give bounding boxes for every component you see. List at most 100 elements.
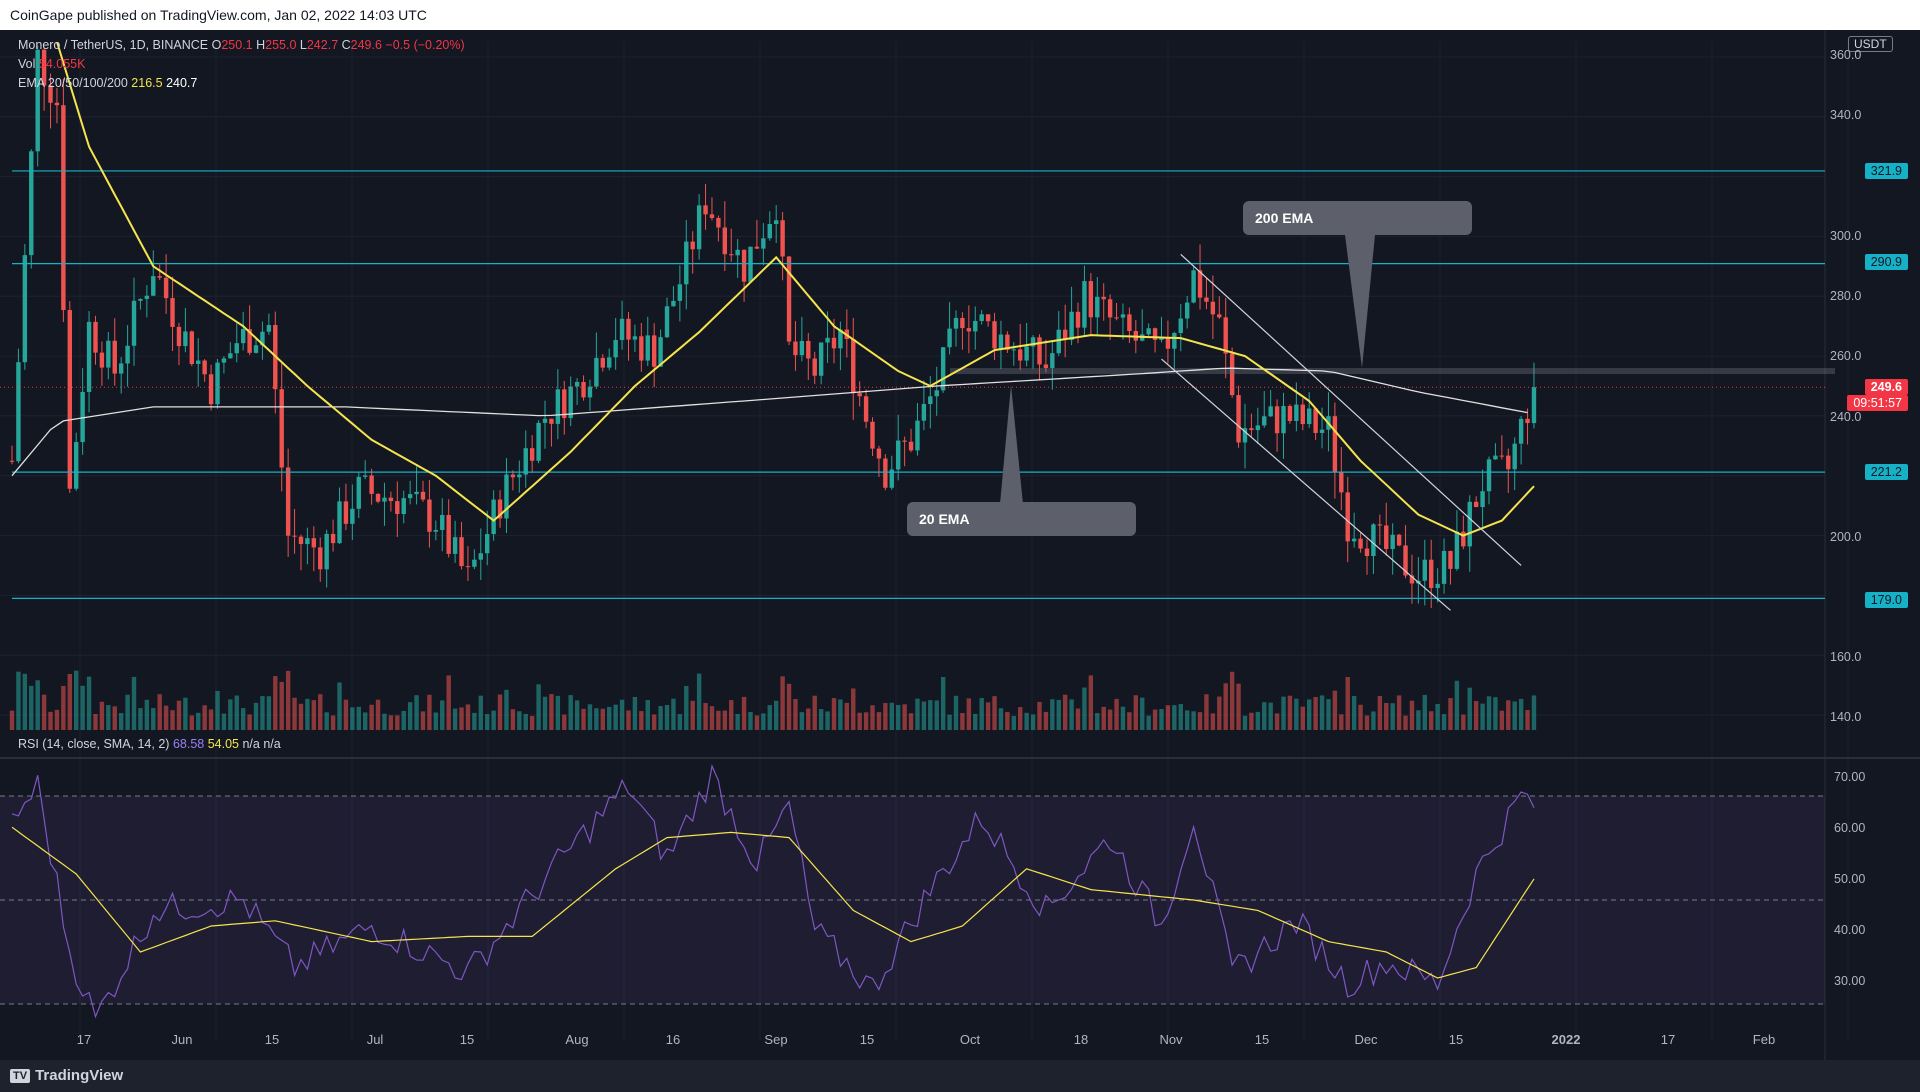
candle-body (1178, 318, 1183, 334)
candle-body (375, 493, 381, 502)
volume-bar (1390, 703, 1395, 730)
volume-bar (388, 715, 394, 730)
candle-body (1075, 311, 1081, 328)
rsi-na: n/a n/a (242, 737, 281, 751)
volume-bar (1294, 698, 1299, 730)
candle-body (1313, 408, 1318, 433)
footer-bar: TV TradingView (0, 1060, 1920, 1092)
candle-body (1197, 270, 1203, 298)
volume-bar (607, 706, 612, 730)
volume-bar (1159, 709, 1164, 730)
volume-bar (478, 695, 483, 730)
volume-bar (1493, 697, 1498, 730)
candle-body (440, 514, 445, 530)
candle-body (1384, 525, 1389, 549)
volume-bar (446, 675, 451, 730)
candle-body (253, 345, 259, 353)
rsi-tick-60: 60.00 (1834, 821, 1866, 835)
candle-body (985, 314, 991, 322)
candle-body (773, 220, 779, 225)
volume-bar (459, 707, 464, 730)
candle-body (722, 227, 728, 255)
price-chart[interactable]: 17 Jun 15 Jul 15 Aug 16 Sep 15 Oct 18 Nov 15 Dec 15 202… (0, 30, 1920, 1060)
tradingview-logo[interactable]: TV TradingView (10, 1067, 123, 1084)
volume-bar (645, 699, 650, 730)
volume-bar (658, 706, 663, 730)
candle-body (1088, 281, 1094, 318)
candle-body (979, 314, 984, 321)
volume-bar (960, 713, 965, 730)
candle-body (1306, 408, 1312, 425)
rsi-line (11, 763, 1535, 1019)
candle-body (1409, 575, 1415, 584)
candle-body (863, 396, 869, 422)
volume-bar (356, 706, 361, 730)
candle-body (446, 514, 451, 554)
candle-body (690, 241, 695, 250)
volume-bar (112, 706, 117, 730)
volume-bar (773, 700, 779, 730)
volume-bar (292, 697, 297, 730)
volume-bar (1396, 695, 1402, 730)
volume-bar (465, 704, 471, 730)
volume-bar (1422, 694, 1427, 730)
resistance-zone (950, 368, 1835, 375)
candle-body (876, 448, 882, 459)
level-label-321: 321.9 (1864, 163, 1908, 179)
volume-bar (1454, 680, 1460, 730)
candle-body (279, 389, 284, 468)
volume-bar (594, 708, 599, 730)
candle-body (1120, 314, 1126, 318)
volume-bar (1351, 696, 1357, 730)
volume-bar (754, 715, 760, 730)
volume-bar (1358, 704, 1363, 730)
candle-body (459, 537, 464, 567)
volume-bar (729, 700, 734, 730)
candle-body (427, 499, 432, 532)
volume-bar (1480, 703, 1485, 730)
rsi-tick-70: 70.00 (1834, 770, 1866, 784)
volume-bar (806, 708, 811, 730)
currency-badge[interactable]: USDT (1848, 36, 1893, 52)
candle-body (196, 360, 201, 364)
volume-bar (1300, 706, 1305, 730)
volume-bar (940, 676, 946, 730)
volume-bar (202, 705, 207, 730)
volume-bar (1255, 711, 1261, 730)
volume-bar (928, 700, 933, 730)
open-value: 250.1 (221, 38, 253, 52)
candle-body (1319, 429, 1325, 433)
volume-bar (857, 712, 862, 730)
candle-body (157, 276, 162, 278)
candle-body (208, 374, 214, 405)
ohlc-legend: Monero / TetherUS, 1D, BINANCE O250.1 H2… (18, 38, 465, 52)
candle-body (61, 105, 66, 311)
candle-body (414, 491, 419, 495)
volume-bar (234, 695, 239, 730)
volume-bar (908, 713, 914, 730)
volume-bar (67, 673, 72, 730)
volume-bar (337, 682, 342, 730)
candle-body (703, 205, 708, 215)
time-tick-15: 15 (1449, 1032, 1463, 1047)
candle-body (1204, 297, 1209, 302)
countdown-label: 09:51:57 (1847, 395, 1908, 411)
volume-bar (35, 680, 40, 730)
candle-body (1287, 406, 1293, 421)
candle-body (1262, 416, 1267, 426)
time-tick-15: 15 (265, 1032, 279, 1047)
volume-bar (215, 690, 220, 730)
volume-bar (902, 704, 907, 730)
volume-bar (279, 681, 284, 730)
volume-bar (838, 699, 843, 730)
volume-bar (157, 694, 162, 730)
volume-bar (870, 705, 875, 730)
volume-bar (298, 703, 304, 730)
vol-label: Vol (18, 57, 36, 71)
volume-bar (1371, 711, 1376, 730)
volume-bar (491, 710, 496, 730)
candle-body (1364, 548, 1370, 557)
volume-bar (992, 696, 997, 730)
volume-bar (671, 698, 676, 730)
candle-body (189, 331, 195, 364)
